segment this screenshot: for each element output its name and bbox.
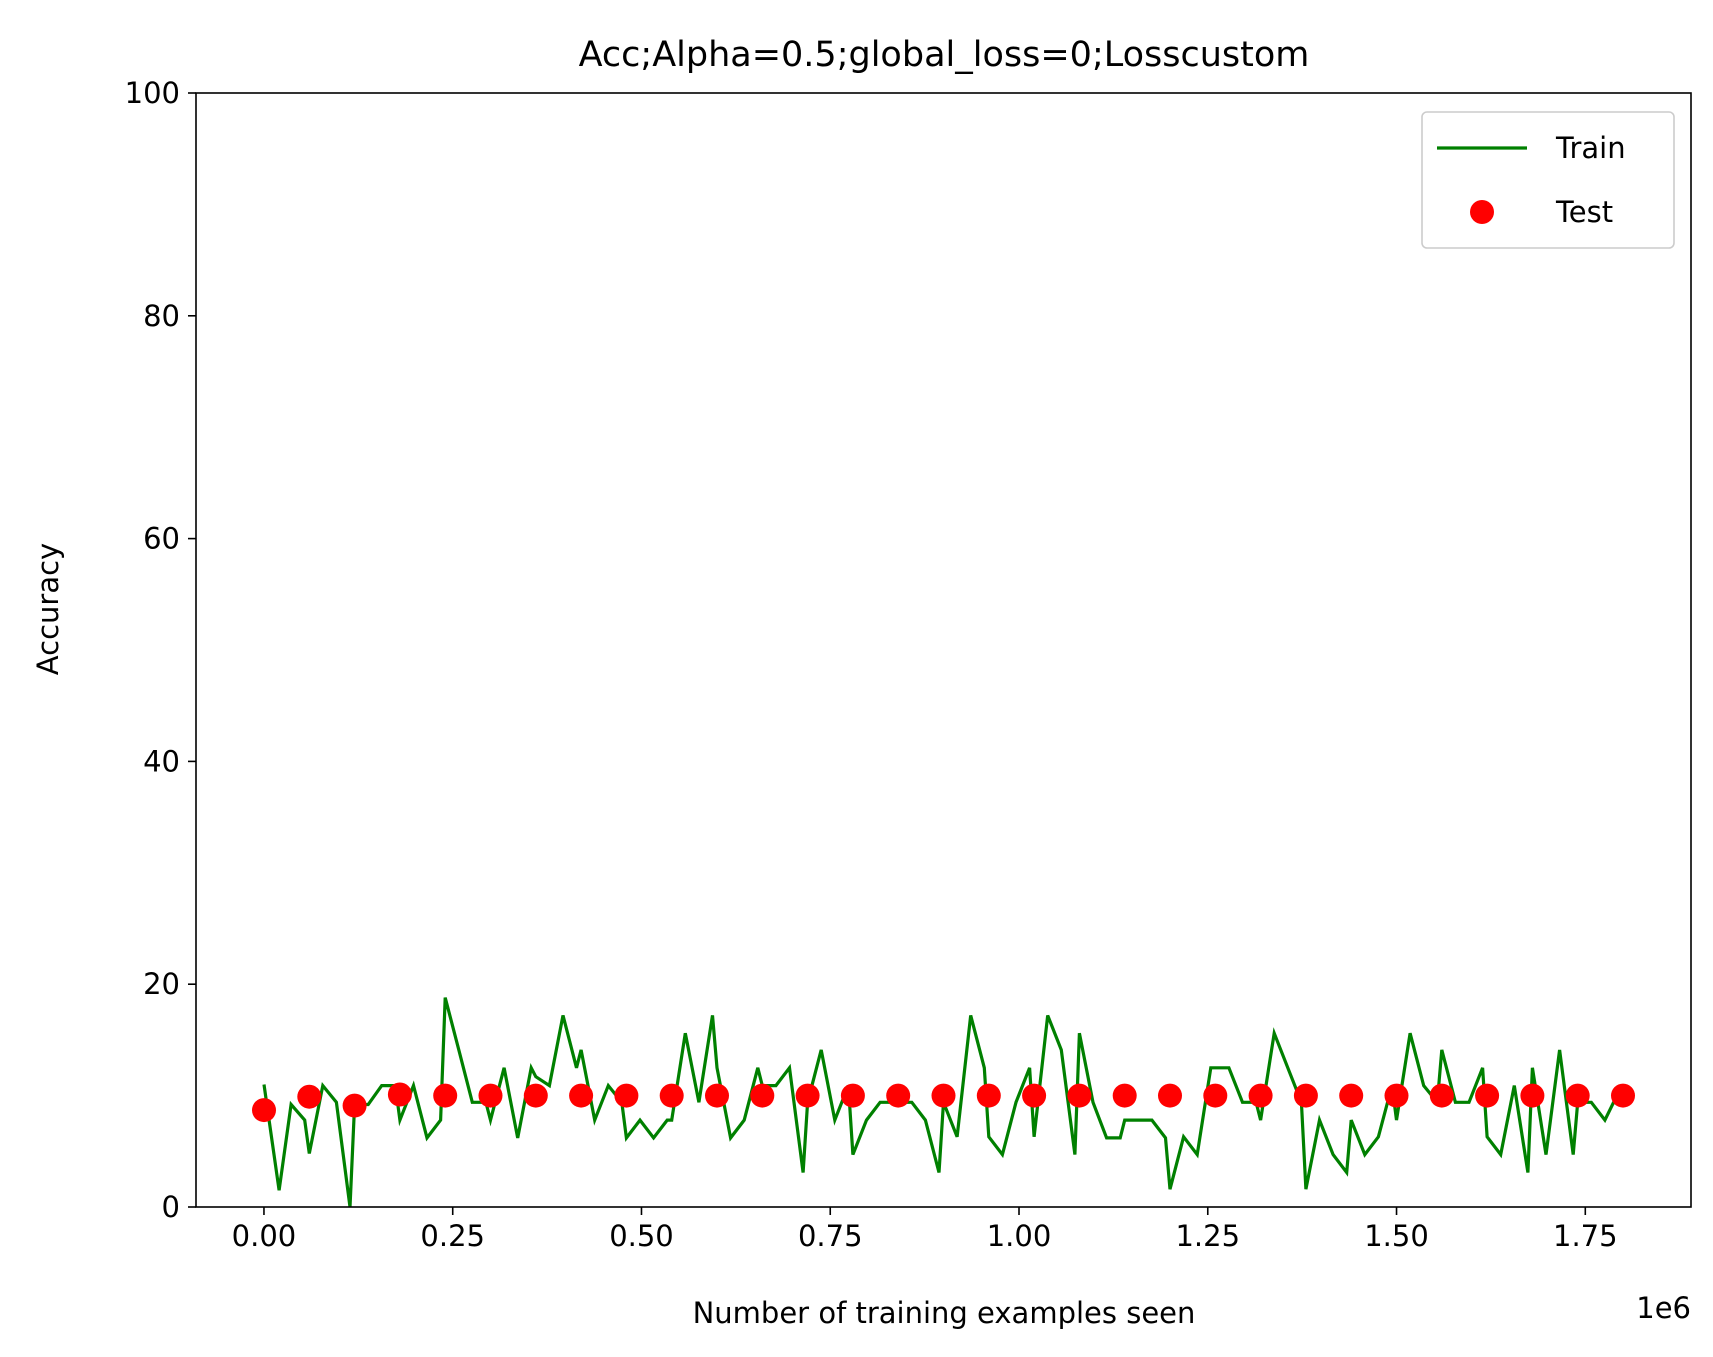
test-point <box>705 1083 729 1108</box>
test-point <box>387 1082 412 1107</box>
test-point <box>1429 1083 1454 1108</box>
x-tick-label: 0.75 <box>798 1219 863 1253</box>
test-point <box>523 1083 548 1108</box>
y-tick-label: 60 <box>143 522 180 556</box>
test-point <box>1022 1083 1047 1108</box>
legend: Train Test <box>1421 111 1675 249</box>
x-tick-label: 1.25 <box>1175 1219 1240 1253</box>
y-axis-ticks: 0 20 40 60 80 100 <box>125 76 196 1224</box>
x-tick-label: 0.50 <box>609 1219 674 1253</box>
x-tick-label: 0.25 <box>420 1219 485 1253</box>
test-point <box>569 1083 594 1108</box>
y-tick-label: 40 <box>143 744 180 778</box>
test-point <box>1384 1083 1409 1108</box>
legend-test-swatch <box>1470 200 1494 224</box>
test-point <box>1203 1083 1228 1108</box>
test-point <box>1112 1083 1137 1108</box>
test-point <box>1611 1083 1635 1108</box>
test-point <box>1293 1083 1318 1108</box>
test-point <box>297 1084 322 1109</box>
x-axis-ticks: 0.00 0.25 0.50 0.75 1.00 1.25 1.50 1.75 <box>232 1207 1618 1253</box>
x-tick-label: 1.50 <box>1364 1219 1429 1253</box>
test-point <box>659 1083 684 1108</box>
x-tick-label: 1.75 <box>1553 1219 1618 1253</box>
y-tick-label: 100 <box>125 76 180 110</box>
test-point <box>886 1083 911 1108</box>
test-point <box>252 1098 276 1123</box>
test-point <box>342 1093 367 1118</box>
x-axis-label: Number of training examples seen <box>693 1296 1196 1330</box>
test-point <box>1248 1083 1273 1108</box>
test-point <box>1339 1083 1364 1108</box>
legend-test-label: Test <box>1555 195 1613 229</box>
test-point <box>614 1083 639 1108</box>
test-point <box>976 1083 1001 1108</box>
plot-area <box>252 997 1635 1208</box>
axes-frame <box>195 92 1692 1208</box>
x-tick-label: 0.00 <box>232 1219 297 1253</box>
y-axis-label: Accuracy <box>31 543 65 675</box>
test-point <box>750 1083 775 1108</box>
y-tick-label: 80 <box>143 299 180 333</box>
test-point <box>1475 1083 1500 1108</box>
test-point <box>795 1083 820 1108</box>
x-tick-label: 1.00 <box>987 1219 1052 1253</box>
test-point <box>840 1083 865 1108</box>
test-point <box>433 1083 458 1108</box>
legend-box <box>1421 111 1675 249</box>
test-point <box>931 1083 956 1108</box>
chart-title: Acc;Alpha=0.5;global_loss=0;Losscustom <box>579 35 1310 75</box>
legend-train-label: Train <box>1555 131 1626 165</box>
test-point <box>1565 1083 1590 1108</box>
y-tick-label: 20 <box>143 967 180 1001</box>
test-point <box>1520 1083 1545 1108</box>
test-point <box>1158 1083 1182 1108</box>
x-axis-offset-label: 1e6 <box>1636 1291 1691 1325</box>
y-tick-label: 0 <box>162 1190 180 1224</box>
test-point <box>478 1083 503 1108</box>
test-point <box>1067 1083 1092 1108</box>
